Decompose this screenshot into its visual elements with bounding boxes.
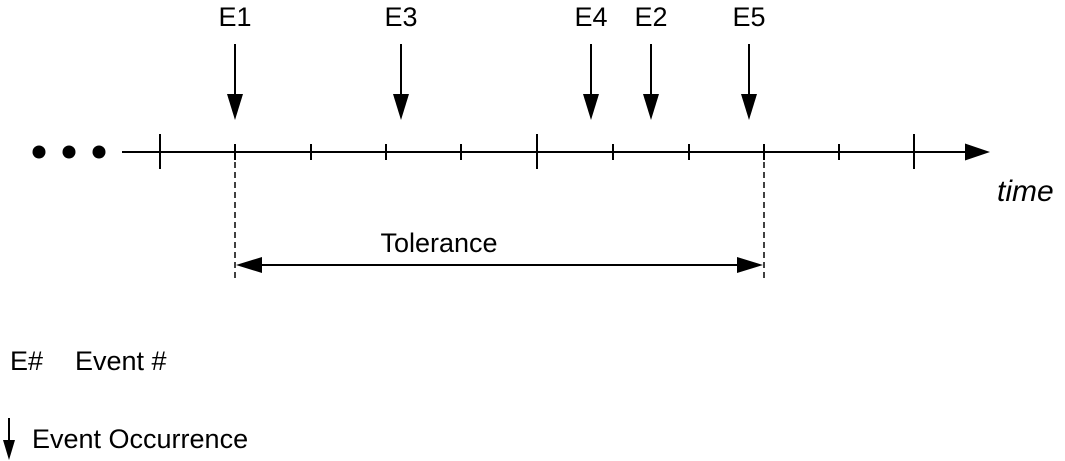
event-label: E5	[732, 2, 765, 32]
event-label: E1	[218, 2, 251, 32]
legend-arrow-description: Event Occurrence	[32, 424, 248, 454]
ellipsis-dots	[32, 145, 106, 159]
event-arrow-head	[741, 94, 757, 120]
event-arrow-e3: E3	[384, 2, 418, 120]
event-label: E4	[574, 2, 607, 32]
tolerance-window: Tolerance	[234, 162, 765, 278]
event-arrow-head	[227, 94, 243, 120]
tolerance-right-arrowhead	[737, 257, 763, 273]
time-axis-label: time	[997, 175, 1054, 208]
ellipsis-dot	[62, 145, 76, 159]
event-arrow-head	[583, 94, 599, 120]
event-arrow-e2: E2	[634, 2, 668, 120]
event-arrow-e4: E4	[574, 2, 608, 120]
tolerance-left-arrowhead	[236, 257, 262, 273]
event-arrow-head	[643, 94, 659, 120]
ellipsis-dot	[32, 145, 46, 159]
legend-arrow-icon	[3, 440, 15, 460]
event-arrow-e5: E5	[732, 2, 766, 120]
axis-ticks	[159, 134, 915, 169]
time-axis-arrowhead	[965, 143, 990, 161]
legend: E# Event # Event Occurrence	[3, 346, 248, 460]
event-label: E2	[634, 2, 667, 32]
legend-symbol: E#	[10, 346, 43, 376]
tolerance-label: Tolerance	[380, 228, 497, 258]
event-arrow-e1: E1	[218, 2, 252, 120]
legend-symbol-description: Event #	[75, 346, 167, 376]
event-arrow-head	[393, 94, 409, 120]
event-label: E3	[384, 2, 417, 32]
ellipsis-dot	[92, 145, 106, 159]
